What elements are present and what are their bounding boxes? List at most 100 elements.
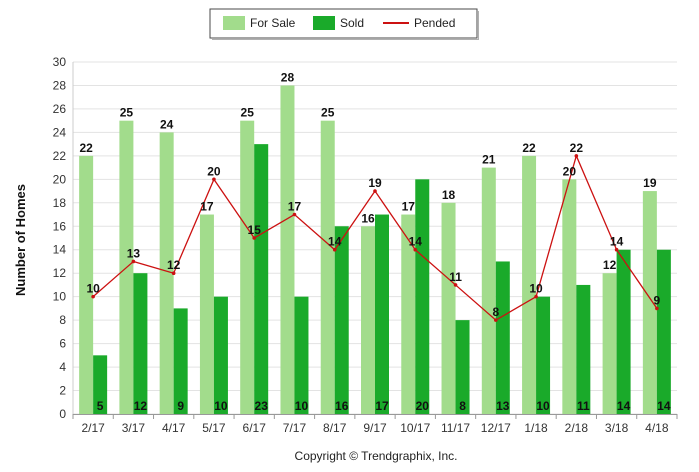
legend-label-sold: Sold	[340, 16, 364, 30]
data-label-sold: 9	[177, 399, 184, 413]
data-label-for-sale: 18	[442, 188, 456, 202]
x-tick-label: 8/17	[323, 421, 347, 435]
bar-sold	[576, 284, 591, 414]
data-label-pended: 15	[248, 223, 262, 237]
data-label-pended: 10	[86, 282, 100, 296]
data-label-sold: 5	[97, 399, 104, 413]
data-label-pended: 13	[127, 246, 141, 260]
data-label-for-sale: 16	[361, 211, 375, 225]
bar-sold	[93, 355, 108, 414]
pended-point	[534, 294, 538, 299]
bar-sold	[455, 320, 470, 414]
data-label-pended: 22	[570, 141, 584, 155]
pended-point	[614, 247, 619, 252]
data-label-for-sale: 17	[402, 200, 416, 214]
y-tick-label: 26	[53, 102, 67, 116]
bar-sold	[375, 214, 389, 414]
data-label-for-sale: 25	[241, 106, 255, 120]
pended-line	[91, 153, 659, 322]
x-tick-label: 4/18	[645, 421, 669, 435]
data-label-pended: 17	[288, 200, 302, 214]
pended-point	[332, 247, 337, 252]
pended-point	[91, 294, 95, 299]
x-tick-label: 2/18	[565, 421, 589, 435]
data-label-sold: 11	[577, 399, 590, 413]
pended-point	[413, 247, 418, 252]
x-tick-label: 1/18	[524, 421, 548, 435]
y-tick-label: 6	[59, 337, 66, 351]
bar-sold	[213, 296, 228, 414]
pended-point	[655, 306, 659, 311]
legend-label-pended: Pended	[414, 16, 455, 30]
data-label-for-sale: 22	[79, 141, 93, 155]
x-tick-label: 10/17	[400, 421, 430, 435]
x-tick-label: 6/17	[243, 421, 267, 435]
data-label-pended: 14	[328, 235, 342, 249]
bar-for-sale	[320, 120, 335, 415]
y-tick-label: 20	[53, 172, 67, 186]
bar-sold	[133, 273, 148, 414]
bar-sold	[173, 308, 188, 414]
data-label-pended: 10	[529, 282, 543, 296]
data-label-for-sale: 12	[603, 258, 617, 272]
x-tick-label: 3/17	[122, 421, 146, 435]
x-tick-label: 3/18	[605, 421, 629, 435]
data-label-for-sale: 25	[321, 106, 335, 120]
bar-for-sale	[481, 167, 496, 414]
data-label-pended: 12	[167, 258, 181, 272]
bar-for-sale	[602, 273, 617, 414]
bar-for-sale	[361, 226, 375, 414]
bar-sold	[334, 226, 349, 414]
y-tick-label: 28	[53, 78, 67, 92]
y-tick-label: 30	[53, 55, 67, 69]
y-tick-label: 14	[53, 243, 67, 257]
pended-point	[252, 236, 256, 240]
bar-sold	[254, 144, 269, 414]
x-tick-label: 2/17	[81, 421, 105, 435]
y-tick-label: 22	[53, 149, 67, 163]
y-tick-label: 12	[53, 266, 67, 280]
pended-point	[494, 318, 498, 322]
pended-point	[373, 189, 377, 193]
bar-sold	[495, 261, 510, 414]
y-tick-label: 18	[53, 196, 67, 210]
data-label-sold: 16	[335, 399, 349, 413]
data-label-pended: 14	[610, 235, 624, 249]
data-label-sold: 10	[295, 399, 309, 413]
data-label-sold: 8	[459, 399, 466, 413]
pended-point	[131, 259, 136, 264]
data-label-for-sale: 21	[482, 153, 496, 167]
bar-for-sale	[562, 179, 577, 414]
bar-for-sale	[199, 214, 214, 414]
data-label-sold: 23	[255, 399, 269, 413]
bar-sold	[294, 296, 309, 414]
bars	[79, 85, 671, 415]
y-tick-label: 10	[53, 290, 67, 304]
legend-swatch-for-sale	[223, 16, 245, 30]
legend: For Sale Sold Pended	[209, 8, 479, 40]
data-label-sold: 14	[617, 399, 631, 413]
x-tick-label: 7/17	[283, 421, 307, 435]
x-tick-label: 9/17	[363, 421, 387, 435]
bar-sold	[415, 179, 430, 414]
data-label-for-sale: 19	[643, 176, 657, 190]
bar-for-sale	[280, 85, 295, 414]
bar-for-sale	[401, 214, 416, 414]
data-label-sold: 10	[214, 399, 228, 413]
y-tick-label: 2	[59, 384, 66, 398]
y-tick-label: 4	[59, 360, 66, 374]
pended-point	[212, 177, 216, 182]
pended-point	[171, 271, 176, 276]
x-tick-label: 5/17	[202, 421, 226, 435]
bar-for-sale	[79, 155, 94, 414]
data-label-sold: 13	[496, 399, 510, 413]
data-label-for-sale: 28	[281, 70, 295, 84]
x-tick-label: 12/17	[481, 421, 511, 435]
y-tick-label: 8	[59, 313, 66, 327]
pended-point	[292, 212, 297, 217]
legend-label-for-sale: For Sale	[250, 16, 296, 30]
data-label-sold: 17	[375, 399, 389, 413]
copyright: Copyright © Trendgraphix, Inc.	[295, 449, 458, 463]
pended-point	[574, 154, 579, 158]
